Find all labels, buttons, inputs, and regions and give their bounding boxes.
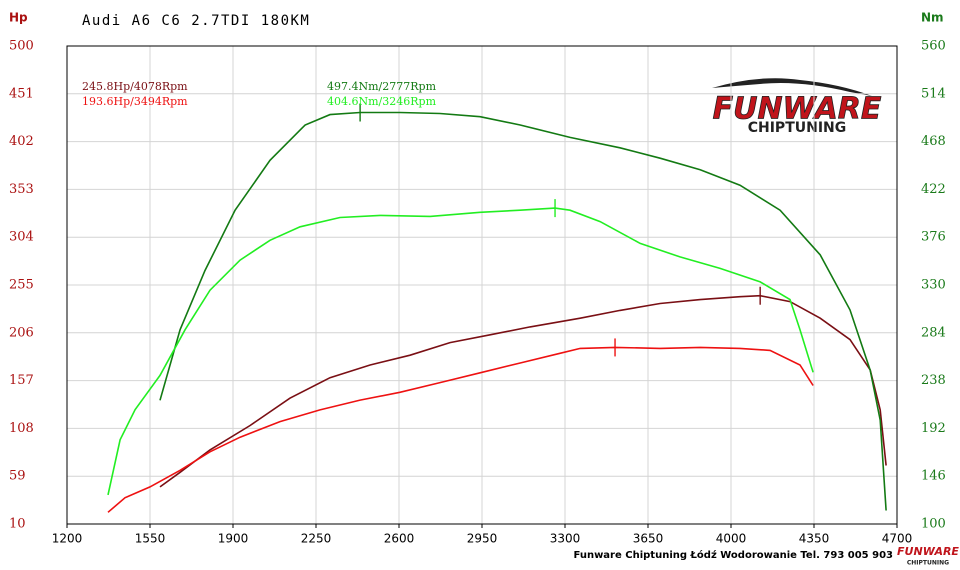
y2-tick-label: 100 [921, 517, 946, 532]
y2-tick-label: 330 [921, 278, 946, 293]
x-tick-label: 2600 [384, 532, 415, 546]
series-line [107, 346, 814, 513]
y2-tick-label: 422 [921, 182, 946, 197]
y-tick-label: 157 [9, 373, 34, 388]
y-tick-label: 10 [9, 517, 26, 532]
logo-car [712, 78, 872, 96]
y-axis-label: Hp [9, 11, 28, 25]
y2-tick-label: 468 [921, 134, 946, 149]
y2-axis-label: Nm [921, 11, 944, 25]
y-tick-label: 59 [9, 469, 26, 484]
y2-tick-label: 146 [921, 469, 946, 484]
y2-tick-label: 514 [921, 86, 946, 101]
logo-tagline-small: CHIPTUNING [907, 560, 949, 567]
legend-label: 404.6Nm/3246Rpm [327, 95, 437, 108]
series-line [159, 111, 887, 511]
plot-frame [66, 45, 898, 525]
logo-name-small: FUNWARE [897, 545, 959, 558]
x-tick-label: 1200 [52, 532, 83, 546]
x-tick-label: 4350 [799, 532, 830, 546]
y2-tick-label: 238 [921, 373, 946, 388]
legend-label: 245.8Hp/4078Rpm [82, 80, 188, 93]
x-tick-label: 2950 [467, 532, 498, 546]
legend-label: 193.6Hp/3494Rpm [82, 95, 188, 108]
x-tick-label: 2250 [301, 532, 332, 546]
logo-tagline: CHIPTUNING [748, 120, 847, 136]
y2-tick-label: 284 [921, 325, 946, 340]
x-tick-label: 3650 [633, 532, 664, 546]
y-tick-label: 451 [9, 86, 34, 101]
y-tick-label: 402 [9, 134, 34, 149]
legend-label: 497.4Nm/2777Rpm [327, 80, 437, 93]
y-tick-label: 304 [9, 230, 34, 245]
logo-name: FUNWARE [713, 92, 882, 127]
footer: Funware Chiptuning Łódź Wodorowanie Tel.… [574, 549, 894, 561]
y-tick-label: 255 [9, 278, 34, 293]
y-tick-label: 206 [9, 325, 34, 340]
series-line [159, 294, 887, 488]
y2-tick-label: 376 [921, 230, 946, 245]
y-tick-label: 108 [9, 421, 34, 436]
y2-tick-label: 192 [921, 421, 946, 436]
y-tick-label: 353 [9, 182, 34, 197]
x-tick-label: 3300 [550, 532, 581, 546]
x-tick-label: 1900 [218, 532, 249, 546]
y-tick-label: 500 [9, 39, 34, 54]
x-tick-label: 1550 [135, 532, 166, 546]
x-tick-label: 4000 [716, 532, 747, 546]
series-line [107, 207, 814, 496]
logo: FUNWARE CHIPTUNING FUNWARE CHIPTUNING [712, 78, 959, 567]
x-tick-label: 4700 [882, 532, 913, 546]
chart-title: Audi A6 C6 2.7TDI 180KM [82, 13, 310, 29]
y2-tick-label: 560 [921, 39, 946, 54]
